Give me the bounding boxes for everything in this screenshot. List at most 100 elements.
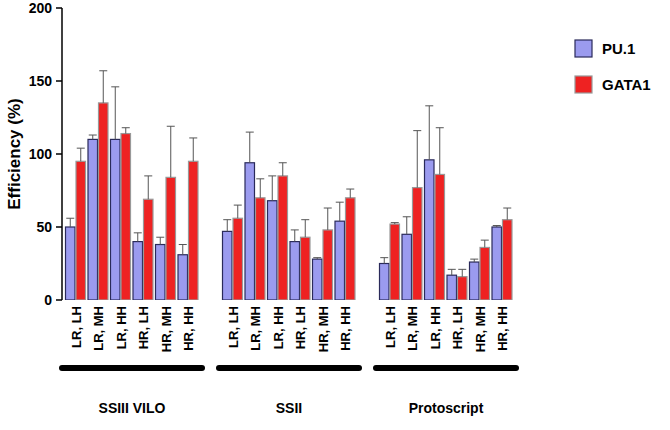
error-bar	[111, 87, 119, 140]
error-cap	[413, 130, 421, 131]
error-bar	[156, 237, 164, 244]
error-bar	[223, 220, 231, 232]
bar	[380, 264, 390, 301]
error-cap	[436, 127, 444, 128]
error-bar	[66, 218, 74, 227]
bar	[301, 237, 311, 300]
error-cap	[144, 175, 152, 176]
bar	[278, 176, 288, 300]
x-tick-label: HR, HH	[181, 306, 196, 351]
error-cap	[189, 137, 197, 138]
error-line	[182, 245, 183, 255]
error-cap	[156, 237, 164, 238]
y-tick	[56, 299, 62, 301]
bar	[99, 103, 109, 300]
error-cap	[425, 105, 433, 106]
y-tick	[56, 153, 62, 155]
error-line	[170, 126, 171, 177]
error-cap	[223, 219, 231, 220]
error-line	[429, 106, 430, 160]
y-axis-title: Efficiency (%)	[5, 98, 24, 209]
error-line	[227, 220, 228, 232]
error-bar	[391, 223, 399, 224]
error-line	[327, 208, 328, 230]
error-cap	[470, 259, 478, 260]
bar	[156, 245, 166, 300]
x-tick-label: LR, LH	[383, 306, 398, 348]
error-bar	[246, 132, 254, 163]
y-tick-label: 200	[29, 0, 53, 16]
error-bar	[234, 205, 242, 218]
bar	[256, 198, 266, 300]
error-bar	[291, 230, 299, 242]
error-line	[406, 217, 407, 235]
bar	[66, 227, 76, 300]
error-line	[92, 135, 93, 139]
x-tick-label: LR, MH	[405, 306, 420, 351]
error-cap	[503, 208, 511, 209]
x-tick-label: LR, HH	[114, 306, 129, 349]
error-line	[80, 148, 81, 161]
error-line	[384, 258, 385, 264]
bar	[144, 199, 154, 300]
bar	[335, 221, 345, 300]
bar	[189, 161, 199, 300]
error-bar	[122, 128, 130, 134]
error-cap	[122, 127, 130, 128]
error-line	[417, 131, 418, 188]
error-line	[339, 202, 340, 221]
bar	[480, 247, 490, 300]
legend-swatch	[575, 40, 592, 57]
bar	[313, 259, 323, 300]
error-cap	[134, 232, 142, 233]
error-cap	[268, 175, 276, 176]
error-cap	[391, 222, 399, 223]
error-cap	[167, 126, 175, 127]
bar	[223, 231, 233, 300]
bar	[76, 161, 86, 300]
error-bar	[436, 128, 444, 175]
error-line	[103, 71, 104, 103]
error-line	[439, 128, 440, 175]
y-tick	[56, 226, 62, 228]
error-line	[125, 128, 126, 134]
x-tick-label: LR, MH	[248, 306, 263, 351]
x-tick-label: HR, LH	[293, 306, 308, 349]
bar	[425, 160, 435, 300]
error-bar	[346, 189, 354, 198]
error-cap	[246, 132, 254, 133]
error-bar	[380, 258, 388, 264]
error-bar	[89, 135, 97, 139]
error-line	[451, 269, 452, 275]
error-bar	[324, 208, 332, 230]
error-bar	[99, 71, 107, 103]
error-cap	[458, 269, 466, 270]
y-tick	[56, 80, 62, 82]
error-line	[249, 132, 250, 163]
x-tick-label: HR, LH	[136, 306, 151, 349]
group-label: SSII	[276, 400, 302, 416]
group-line	[219, 365, 359, 371]
legend-swatch	[575, 76, 592, 93]
bar	[88, 139, 98, 300]
legend-label: GATA1	[602, 76, 651, 93]
error-line	[193, 138, 194, 161]
error-cap	[99, 70, 107, 71]
error-cap	[346, 189, 354, 190]
bar	[121, 134, 131, 300]
error-line	[115, 87, 116, 140]
x-tick-label: LR, LH	[69, 306, 84, 348]
group-label: SSIII VILO	[99, 400, 166, 416]
error-cap	[111, 86, 119, 87]
error-bar	[167, 126, 175, 177]
error-line	[484, 240, 485, 247]
error-bar	[503, 208, 511, 220]
bar	[245, 163, 255, 300]
x-tick-label: HR, HH	[338, 306, 353, 351]
error-line	[350, 189, 351, 198]
error-bar	[279, 163, 287, 176]
y-tick-label: 150	[29, 73, 53, 89]
bar	[111, 139, 121, 300]
bar	[503, 220, 513, 300]
error-cap	[324, 208, 332, 209]
